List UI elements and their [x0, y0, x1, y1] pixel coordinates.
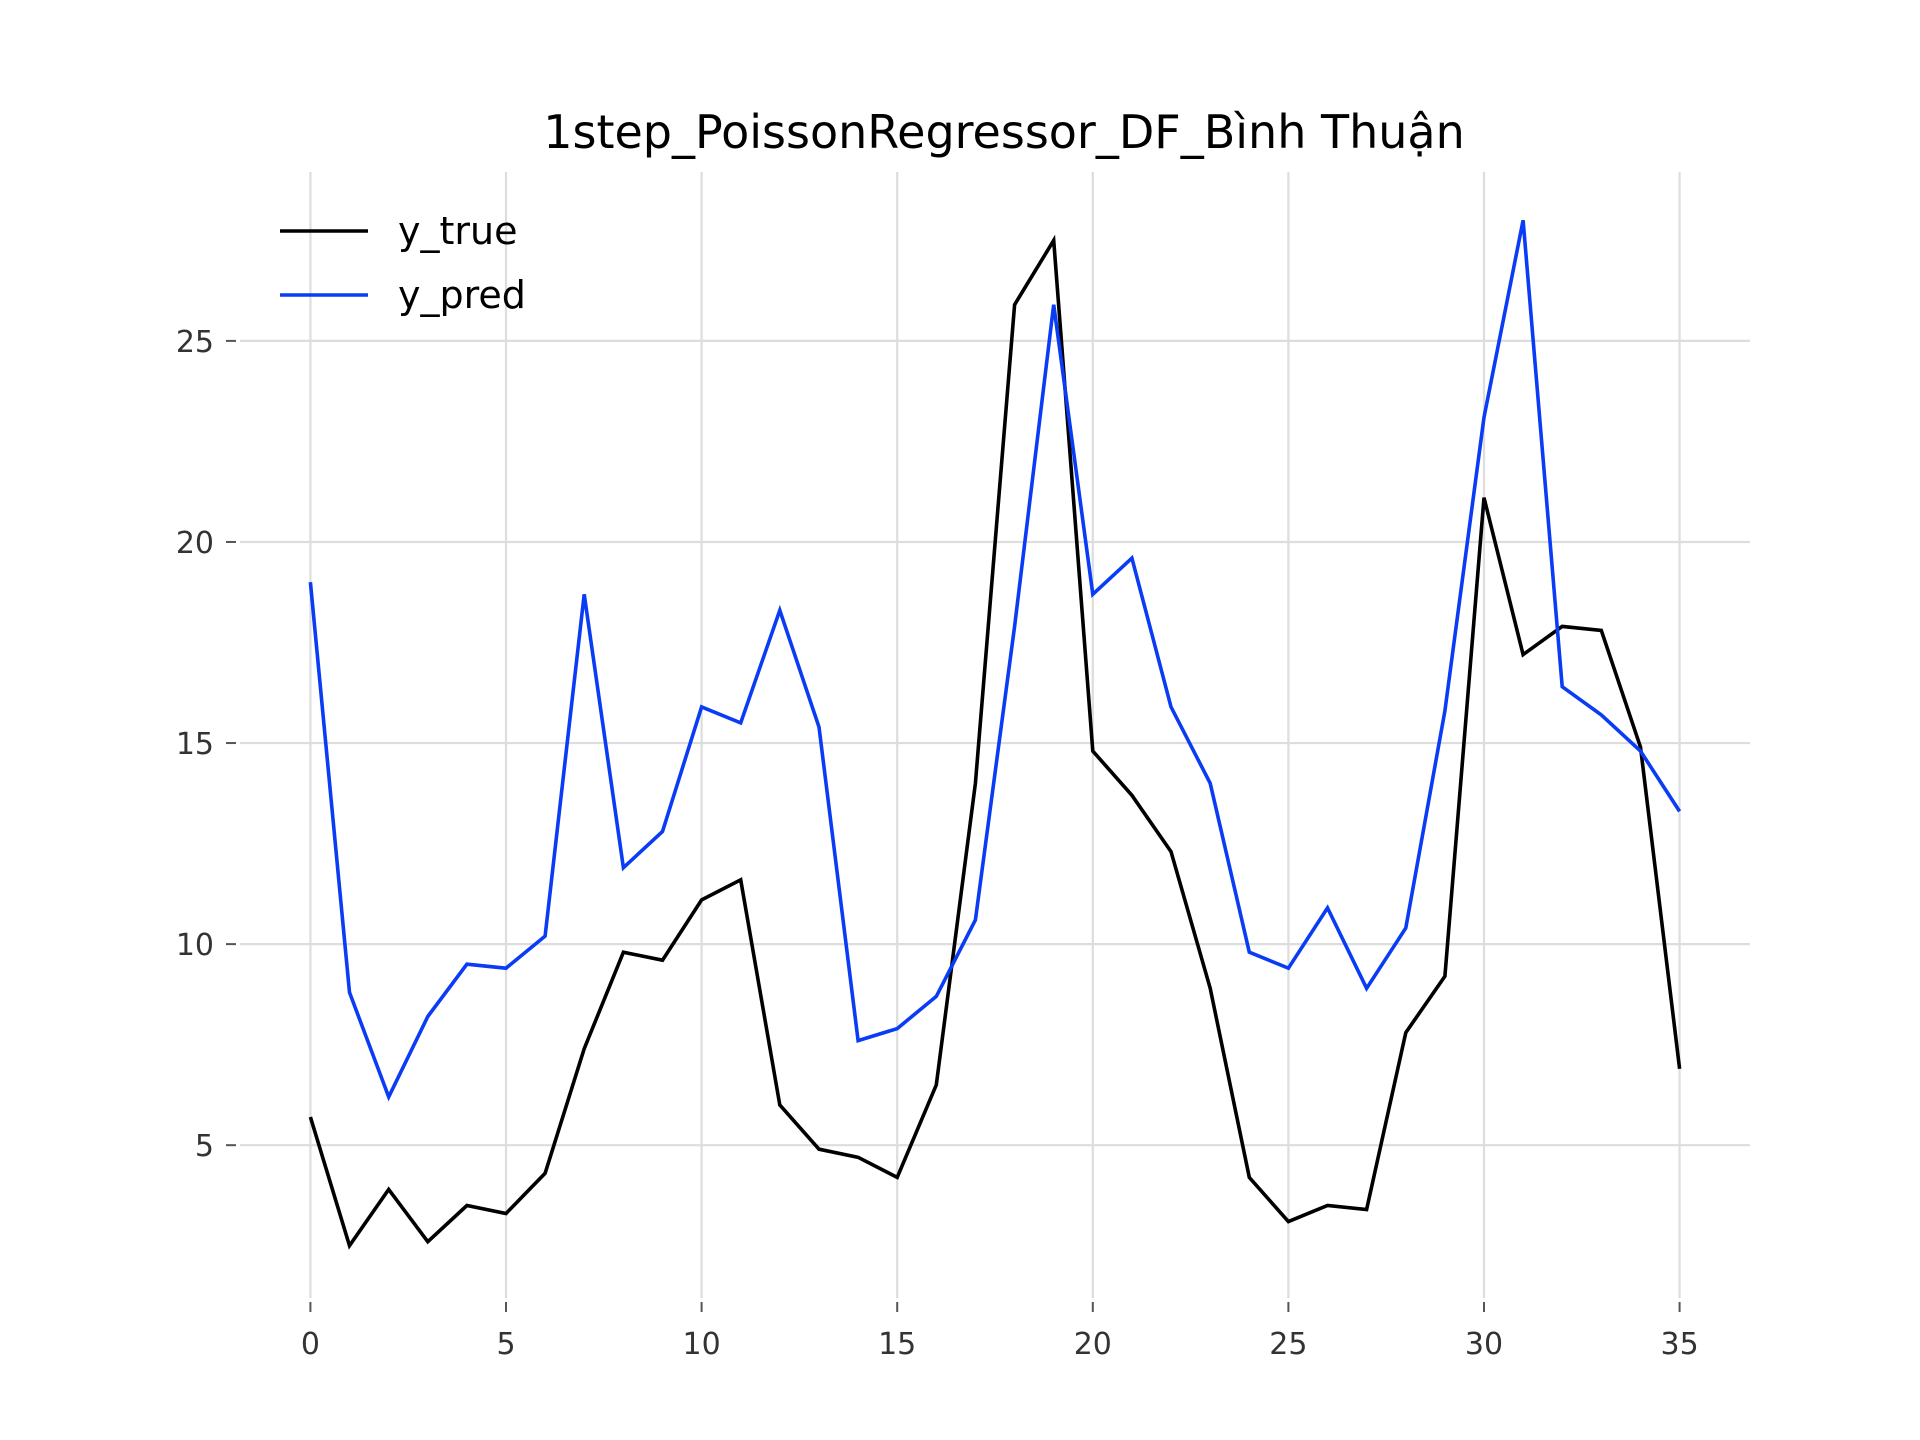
legend: y_true y_pred: [280, 209, 526, 317]
chart-title: 1step_PoissonRegressor_DF_Bình Thuận: [543, 105, 1465, 159]
grid-layer: [240, 172, 1750, 1298]
x-tick-label-25: 25: [1269, 1327, 1307, 1362]
y-tick-label-15: 15: [176, 727, 214, 762]
legend-label-y_pred: y_pred: [398, 273, 526, 317]
y-axis-ticks: 5 10 15 20 25: [176, 325, 236, 1164]
x-axis-ticks: 0 5 10 15 20 25 30 35: [301, 1302, 1699, 1362]
series-line-y_pred: [308, 219, 1682, 1102]
x-tick-label-5: 5: [496, 1327, 515, 1362]
legend-label-y_true: y_true: [398, 209, 517, 253]
x-tick-label-15: 15: [878, 1327, 916, 1362]
x-tick-label-30: 30: [1465, 1327, 1503, 1362]
x-tick-label-10: 10: [683, 1327, 721, 1362]
y-tick-label-5: 5: [195, 1129, 214, 1164]
y-tick-label-25: 25: [176, 325, 214, 360]
x-tick-label-35: 35: [1660, 1327, 1698, 1362]
y-tick-label-20: 20: [176, 526, 214, 561]
y-tick-label-10: 10: [176, 928, 214, 963]
series-line-y_true: [308, 234, 1682, 1250]
series-layer: [308, 219, 1682, 1250]
x-tick-label-20: 20: [1074, 1327, 1112, 1362]
x-tick-label-0: 0: [301, 1327, 320, 1362]
